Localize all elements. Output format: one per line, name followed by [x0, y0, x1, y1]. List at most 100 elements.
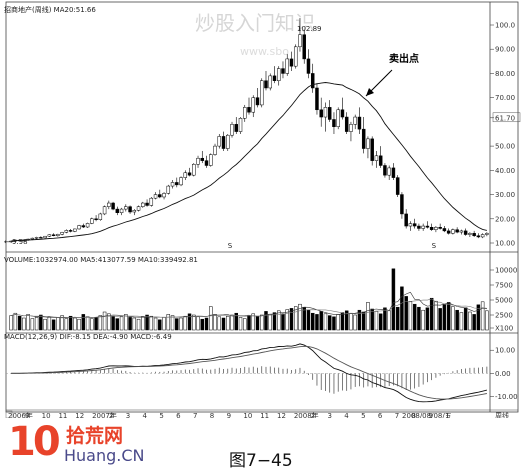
candle-up	[226, 134, 230, 149]
volume-bar	[30, 318, 35, 331]
volume-bar	[73, 317, 77, 331]
x-axis-label: 11	[260, 412, 269, 418]
x-axis-label: 9	[227, 412, 231, 418]
macd-panel-title: MACD(12,26,9) DIF:-8.15 DEA:-4.90 MACD:-…	[4, 333, 172, 341]
price-axis-label: 10.00	[495, 240, 515, 248]
price-axis-label: 70.00	[495, 94, 515, 102]
candle-up	[136, 206, 141, 211]
volume-bar	[446, 302, 451, 331]
candle-down	[400, 194, 404, 215]
candle-down	[39, 237, 43, 239]
candle-down	[158, 194, 162, 198]
volume-bar	[276, 310, 281, 331]
candle-up	[179, 177, 183, 186]
stock-chart: 炒股入门知识 www.sbo 招商地产(周线) MA20:51.66 VOLUM…	[4, 1, 521, 418]
volume-bar	[98, 315, 103, 331]
volume-bar	[353, 314, 357, 331]
volume-bar	[361, 311, 366, 331]
candle-down	[281, 68, 285, 74]
volume-bar	[132, 317, 137, 331]
candle-down	[310, 73, 315, 89]
volume-bar	[332, 316, 336, 331]
price-panel-title: 招商地产(周线) MA20:51.66	[4, 5, 96, 14]
candle-down	[128, 206, 132, 213]
candle-up	[43, 235, 47, 239]
candle-up	[192, 164, 196, 176]
candle-up	[485, 233, 489, 235]
volume-bar	[425, 307, 430, 331]
candle-up	[102, 206, 107, 215]
candle-up	[238, 118, 243, 132]
candle-down	[94, 218, 98, 220]
candle-down	[344, 116, 349, 132]
candle-up	[353, 116, 357, 125]
volume-axis-label: 7500	[495, 282, 513, 290]
volume-bar	[162, 317, 166, 331]
x-axis-label: 10	[42, 412, 51, 418]
candle-up	[60, 232, 64, 235]
volume-bar	[336, 314, 340, 331]
candle-up	[421, 225, 425, 229]
volume-bar	[319, 311, 323, 331]
volume-bar	[111, 315, 115, 331]
volume-bar	[378, 313, 383, 331]
candle-down	[221, 136, 226, 149]
candle-up	[34, 237, 39, 239]
volume-bar	[175, 318, 179, 331]
volume-bar	[192, 314, 196, 331]
volume-bar	[26, 314, 30, 331]
price-axis-label: 61.70	[495, 114, 515, 122]
candle-up	[230, 124, 234, 136]
volume-bar	[213, 314, 217, 331]
volume-bar	[179, 317, 183, 331]
volume-bar	[281, 313, 285, 331]
volume-axis-label: 2500	[495, 312, 513, 320]
candle-down	[255, 97, 260, 106]
candle-up	[260, 80, 264, 106]
volume-bar	[412, 303, 417, 331]
volume-bar	[102, 311, 107, 331]
price-axis-label: 90.00	[495, 46, 515, 54]
volume-bar	[438, 308, 442, 331]
volume-bar	[374, 311, 379, 331]
volume-bar	[387, 310, 391, 331]
volume-bar	[391, 268, 396, 331]
candle-up	[196, 157, 200, 165]
candle-up	[268, 75, 272, 89]
candle-down	[204, 160, 209, 166]
candle-down	[442, 228, 447, 232]
volume-bar	[51, 319, 56, 331]
candle-down	[391, 167, 396, 178]
volume-bar	[217, 316, 222, 331]
logo-number: 10	[8, 419, 61, 465]
x-axis-label: 2008年	[294, 411, 319, 418]
volume-bar	[260, 314, 264, 331]
volume-bar	[442, 304, 447, 331]
volume-bar	[94, 317, 98, 331]
volume-bar	[315, 314, 319, 331]
volume-bar	[344, 310, 349, 331]
volume-bar	[170, 315, 175, 331]
volume-bar	[221, 317, 226, 331]
volume-bar	[306, 309, 311, 331]
candle-up	[85, 223, 90, 228]
candle-down	[51, 234, 56, 236]
candle-up	[459, 230, 464, 233]
x-axis-label: 3	[327, 412, 331, 418]
candle-up	[56, 234, 60, 236]
logo-url: Huang.CN	[64, 446, 145, 465]
volume-bar	[459, 312, 464, 331]
volume-bar	[408, 301, 413, 331]
volume-bar	[196, 316, 200, 331]
x-axis-label: 5	[159, 412, 163, 418]
x-axis-label: 12	[75, 412, 84, 418]
volume-bar	[90, 318, 94, 331]
candle-down	[145, 202, 149, 206]
volume-bar	[200, 318, 205, 331]
x-axis-label: 8	[412, 412, 416, 418]
x-axis-label: 10	[243, 412, 252, 418]
candle-down	[361, 128, 366, 149]
sell-point-annotation: 卖出点	[389, 52, 419, 65]
volume-bar	[226, 315, 230, 331]
candle-down	[412, 223, 417, 227]
